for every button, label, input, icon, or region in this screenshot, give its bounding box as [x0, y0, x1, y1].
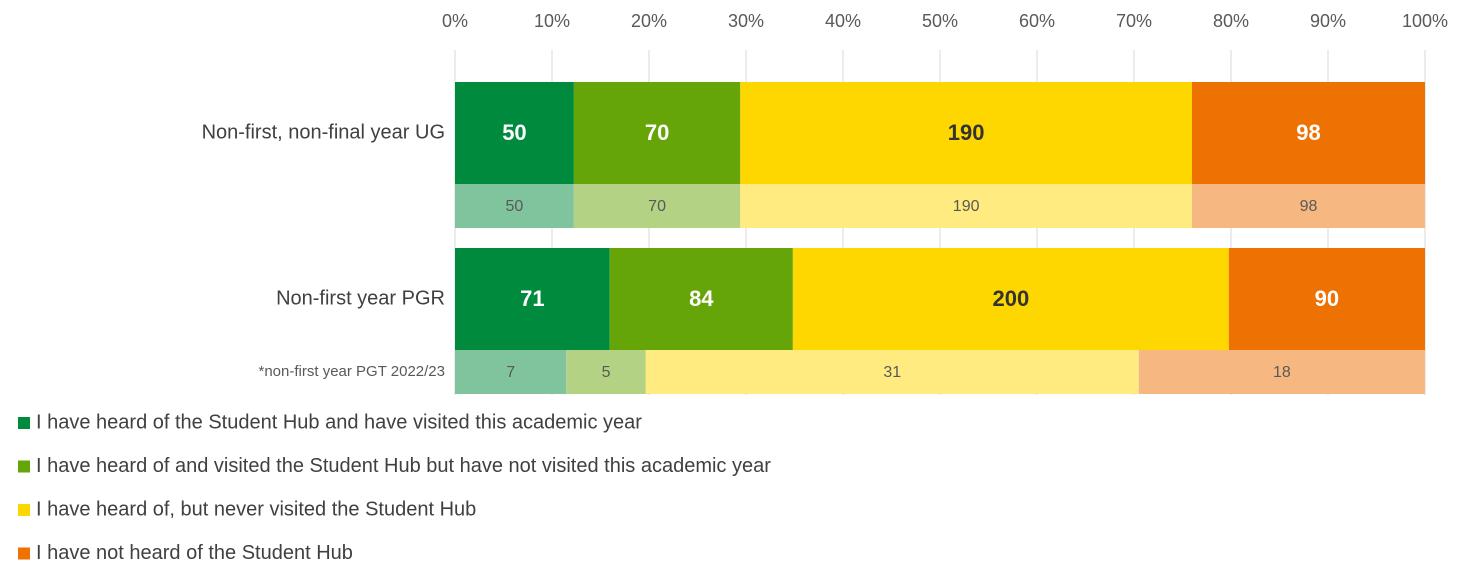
data-label: 200: [992, 286, 1029, 311]
y-tick-label: *non-first year PGT 2022/23: [259, 363, 446, 380]
data-label: 98: [1300, 198, 1318, 215]
bar-segment: [645, 350, 1139, 394]
legend-marker: [18, 417, 30, 429]
legend-label: I have not heard of the Student Hub: [36, 542, 353, 564]
bar-segment: [566, 350, 646, 394]
data-label: 84: [689, 286, 714, 311]
data-label: 5: [602, 364, 611, 381]
x-tick-label: 30%: [728, 11, 764, 31]
bar-segment: [740, 82, 1193, 184]
data-label: 50: [506, 198, 524, 215]
legend-label: I have heard of and visited the Student …: [36, 455, 771, 477]
data-label: 98: [1296, 120, 1320, 145]
bar-segment: [1192, 82, 1425, 184]
bar-segment: [792, 248, 1229, 350]
bar-segment: [455, 184, 574, 228]
x-tick-label: 10%: [534, 11, 570, 31]
legend-marker: [18, 460, 30, 473]
data-label: 71: [520, 286, 544, 311]
y-tick-label: Non-first year PGR: [276, 287, 445, 309]
bar-segment: [455, 82, 574, 184]
bar-segment: [740, 184, 1193, 228]
data-label: 90: [1315, 286, 1339, 311]
bar-segment: [1228, 248, 1425, 350]
bar-segment: [609, 248, 793, 350]
data-label: 31: [883, 364, 901, 381]
data-label: 18: [1273, 364, 1291, 381]
legend-label: I have heard of, but never visited the S…: [36, 498, 476, 520]
x-tick-label: 0%: [442, 11, 468, 31]
data-label: 190: [953, 198, 980, 215]
legend-marker: [18, 547, 30, 560]
bar-segment: [455, 350, 567, 394]
legend-marker: [18, 504, 30, 516]
data-label: 190: [948, 120, 985, 145]
data-label: 50: [502, 120, 526, 145]
bar-segment: [573, 82, 741, 184]
x-tick-label: 90%: [1310, 11, 1346, 31]
data-label: 70: [648, 198, 666, 215]
bar-segment: [1192, 184, 1425, 228]
bar-segment: [455, 248, 610, 350]
x-tick-label: 20%: [631, 11, 667, 31]
x-tick-label: 100%: [1402, 11, 1448, 31]
data-label: 7: [506, 364, 515, 381]
x-tick-label: 50%: [922, 11, 958, 31]
bar-segment: [573, 184, 741, 228]
bar-segment: [1138, 350, 1425, 394]
x-tick-label: 70%: [1116, 11, 1152, 31]
legend-label: I have heard of the Student Hub and have…: [36, 411, 642, 433]
x-tick-label: 60%: [1019, 11, 1055, 31]
x-tick-label: 40%: [825, 11, 861, 31]
x-tick-label: 80%: [1213, 11, 1249, 31]
y-tick-label: Non-first, non-final year UG: [202, 121, 445, 143]
data-label: 70: [645, 120, 669, 145]
